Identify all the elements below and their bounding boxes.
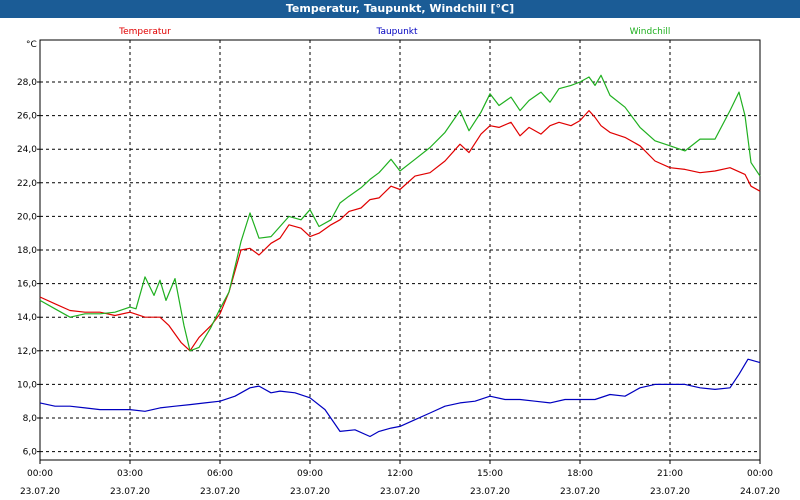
x-tick-date: 23.07.20 xyxy=(290,487,330,497)
x-tick-date: 23.07.20 xyxy=(470,487,510,497)
x-tick-time: 00:00 xyxy=(747,469,773,479)
x-tick-date: 23.07.20 xyxy=(380,487,420,497)
y-axis-unit: °C xyxy=(26,40,37,50)
y-tick-label: 22,0 xyxy=(17,179,37,189)
x-tick-date: 23.07.20 xyxy=(560,487,600,497)
x-tick-date: 23.07.20 xyxy=(110,487,150,497)
x-tick-time: 00:00 xyxy=(27,469,53,479)
legend-windchill: Windchill xyxy=(630,27,671,37)
x-tick-date: 23.07.20 xyxy=(20,487,60,497)
x-tick-date: 23.07.20 xyxy=(650,487,690,497)
x-tick-date: 23.07.20 xyxy=(200,487,240,497)
y-tick-label: 16,0 xyxy=(17,280,37,290)
x-tick-time: 09:00 xyxy=(297,469,323,479)
y-tick-label: 6,0 xyxy=(23,448,38,458)
y-tick-label: 12,0 xyxy=(17,347,37,357)
y-tick-label: 8,0 xyxy=(23,414,38,424)
y-tick-label: 18,0 xyxy=(17,246,37,256)
x-tick-date: 24.07.20 xyxy=(740,487,780,497)
x-tick-time: 18:00 xyxy=(567,469,593,479)
x-tick-time: 03:00 xyxy=(117,469,143,479)
x-tick-time: 15:00 xyxy=(477,469,503,479)
chart: °C Temperatur Taupunkt Windchill 28,0 26,… xyxy=(0,18,800,500)
y-tick-label: 20,0 xyxy=(17,212,37,222)
x-tick-time: 12:00 xyxy=(387,469,413,479)
y-tick-label: 26,0 xyxy=(17,112,37,122)
x-tick-time: 06:00 xyxy=(207,469,233,479)
x-tick-time: 21:00 xyxy=(657,469,683,479)
chart-title: Temperatur, Taupunkt, Windchill [°C] xyxy=(285,2,515,15)
y-tick-label: 24,0 xyxy=(17,145,37,155)
series-line-windchill xyxy=(39,74,761,352)
chart-title-bar: Temperatur, Taupunkt, Windchill [°C] xyxy=(0,0,800,18)
series-line-taupunkt xyxy=(39,358,761,438)
legend-temperatur: Temperatur xyxy=(118,27,171,37)
y-tick-label: 28,0 xyxy=(17,78,37,88)
legend-taupunkt: Taupunkt xyxy=(375,27,418,37)
y-tick-label: 10,0 xyxy=(17,380,37,390)
series-line-temperatur xyxy=(39,109,761,352)
y-tick-label: 14,0 xyxy=(17,313,37,323)
